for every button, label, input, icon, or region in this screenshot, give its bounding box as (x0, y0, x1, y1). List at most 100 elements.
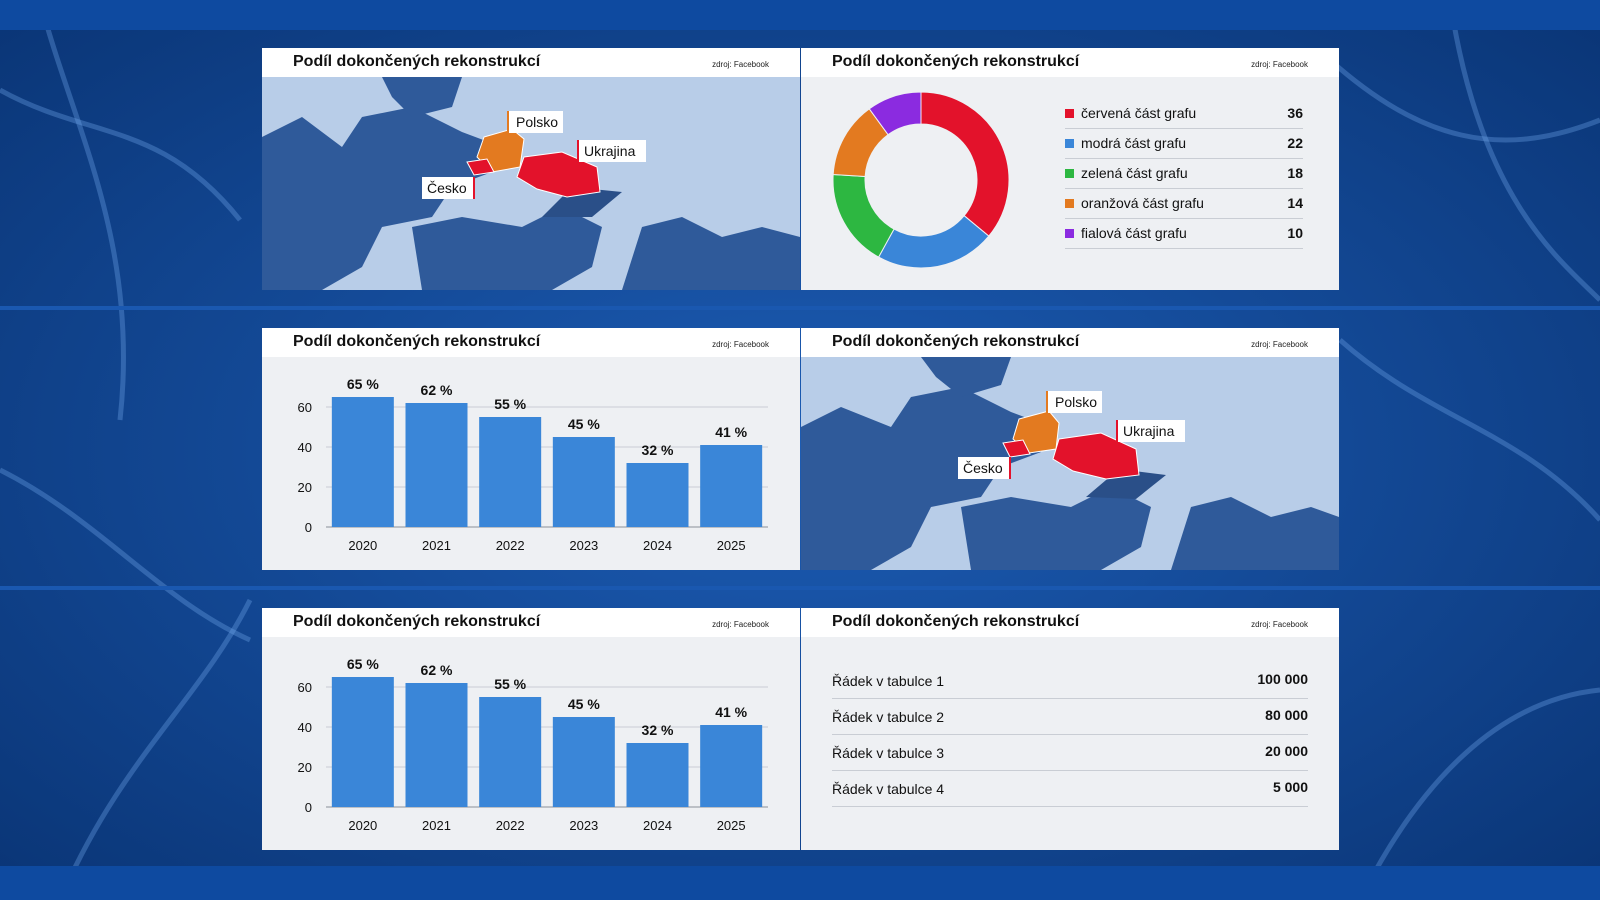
map-ukraine (1052, 432, 1140, 480)
label-ukraine-marker (1116, 420, 1118, 442)
legend-swatch (1065, 229, 1074, 238)
bar (405, 683, 468, 807)
map-land-west (801, 387, 1051, 570)
bar-value-label: 55 % (494, 396, 526, 412)
bar-value-label: 41 % (715, 424, 747, 440)
panel-source: zdroj: Facebook (712, 340, 769, 349)
donut-slice (877, 214, 990, 269)
panel-title: Podíl dokončených rekonstrukcí (832, 333, 1080, 350)
panel-header: Podíl dokončených rekonstrukcí zdroj: Fa… (801, 608, 1339, 637)
legend-item: zelená část grafu 18 (1065, 159, 1303, 189)
legend-value: 14 (1287, 195, 1303, 211)
x-tick-label: 2022 (496, 538, 525, 553)
label-poland-box (1047, 391, 1102, 413)
bar-value-label: 65 % (347, 656, 379, 672)
map-land-west (262, 107, 502, 290)
y-tick-label: 40 (298, 720, 312, 735)
legend-swatch (1065, 169, 1074, 178)
panel-source: zdroj: Facebook (1251, 60, 1308, 69)
legend-label: modrá část grafu (1081, 135, 1187, 151)
label-ukraine-box (1117, 420, 1185, 442)
x-tick-label: 2022 (496, 818, 525, 833)
legend-swatch (1065, 199, 1074, 208)
legend-value: 36 (1287, 105, 1303, 121)
y-tick-label: 0 (305, 520, 312, 535)
legend-label: fialová část grafu (1081, 225, 1187, 241)
table-row-value: 80 000 (1265, 707, 1308, 723)
bar (552, 717, 615, 807)
map-body: Polsko Ukrajina Česko (801, 357, 1339, 570)
bar (626, 463, 689, 527)
map-ukraine (516, 151, 601, 198)
label-czech: Česko (963, 460, 1003, 476)
legend-label: zelená část grafu (1081, 165, 1188, 181)
donut-slice (868, 91, 922, 136)
panel-source: zdroj: Facebook (712, 620, 769, 629)
donut-slice (832, 173, 895, 258)
label-ukraine: Ukrajina (584, 143, 636, 159)
panel-header: Podíl dokončených rekonstrukcí zdroj: Fa… (262, 48, 800, 77)
map-black-sea (1086, 469, 1166, 499)
label-ukraine-marker (577, 140, 579, 162)
x-tick-label: 2021 (422, 818, 451, 833)
legend-swatch (1065, 109, 1074, 118)
bar-value-label: 45 % (568, 416, 600, 432)
legend-item: modrá část grafu 22 (1065, 129, 1303, 159)
map-land-south (412, 207, 602, 290)
table-row: Řádek v tabulce 4 5 000 (832, 771, 1308, 807)
label-ukraine-box (578, 140, 646, 162)
legend-label: červená část grafu (1081, 105, 1197, 121)
label-poland-marker (507, 111, 509, 135)
bar-value-label: 65 % (347, 376, 379, 392)
x-tick-label: 2023 (569, 818, 598, 833)
panel-title: Podíl dokončených rekonstrukcí (832, 613, 1080, 630)
panel-header: Podíl dokončených rekonstrukcí zdroj: Fa… (801, 48, 1339, 77)
panel-source: zdroj: Facebook (712, 60, 769, 69)
panel-source: zdroj: Facebook (1251, 340, 1308, 349)
panel-donut: Podíl dokončených rekonstrukcí zdroj: Fa… (801, 48, 1339, 290)
donut-body: červená část grafu 36 modrá část grafu 22 ze… (801, 77, 1339, 290)
bar-chart-body: 0 20 40 60 65 % 2020 62 % 2021 55 % 2022 45 % 2023 3… (262, 637, 800, 850)
bar-value-label: 55 % (494, 676, 526, 692)
table-row-label: Řádek v tabulce 1 (832, 673, 945, 689)
donut-chart (832, 91, 1010, 269)
label-czech-marker (1009, 457, 1011, 479)
legend-value: 18 (1287, 165, 1303, 181)
panel-title: Podíl dokončených rekonstrukcí (293, 53, 541, 70)
label-poland-marker (1046, 391, 1048, 415)
panel-map-top: Podíl dokončených rekonstrukcí zdroj: Fa… (262, 48, 800, 290)
map-body: Polsko Ukrajina Česko (262, 77, 800, 290)
x-tick-label: 2025 (717, 538, 746, 553)
table-row-value: 100 000 (1257, 671, 1308, 687)
donut-slice (920, 91, 1010, 237)
panel-bar-top: Podíl dokončených rekonstrukcí zdroj: Fa… (262, 328, 800, 570)
x-tick-label: 2024 (643, 818, 672, 833)
table-row-label: Řádek v tabulce 4 (832, 781, 945, 797)
map-land-north (921, 357, 1011, 397)
label-poland: Polsko (1055, 394, 1097, 410)
map-land-east (1171, 497, 1339, 570)
bar-value-label: 45 % (568, 696, 600, 712)
label-poland: Polsko (516, 114, 558, 130)
y-tick-label: 60 (298, 680, 312, 695)
table-row: Řádek v tabulce 2 80 000 (832, 699, 1308, 735)
legend-item: fialová část grafu 10 (1065, 219, 1303, 249)
table-row-label: Řádek v tabulce 2 (832, 709, 945, 725)
panel-bar-bottom: Podíl dokončených rekonstrukcí zdroj: Fa… (262, 608, 800, 850)
label-czech-marker (473, 177, 475, 199)
table-body: Řádek v tabulce 1 100 000 Řádek v tabulc… (801, 637, 1339, 850)
legend-label: oranžová část grafu (1081, 195, 1204, 211)
table-row-value: 5 000 (1272, 779, 1308, 795)
bar (552, 437, 615, 527)
bar (331, 677, 394, 807)
map-czech (466, 158, 495, 176)
panel-title: Podíl dokončených rekonstrukcí (293, 333, 541, 350)
legend-value: 22 (1287, 135, 1303, 151)
panel-title: Podíl dokončených rekonstrukcí (832, 53, 1080, 70)
panel-header: Podíl dokončených rekonstrukcí zdroj: Fa… (262, 328, 800, 357)
bar-value-label: 41 % (715, 704, 747, 720)
map-land-east (622, 217, 800, 290)
bar-value-label: 32 % (642, 442, 674, 458)
table-row: Řádek v tabulce 1 100 000 (832, 663, 1308, 699)
table-row-label: Řádek v tabulce 3 (832, 745, 945, 761)
